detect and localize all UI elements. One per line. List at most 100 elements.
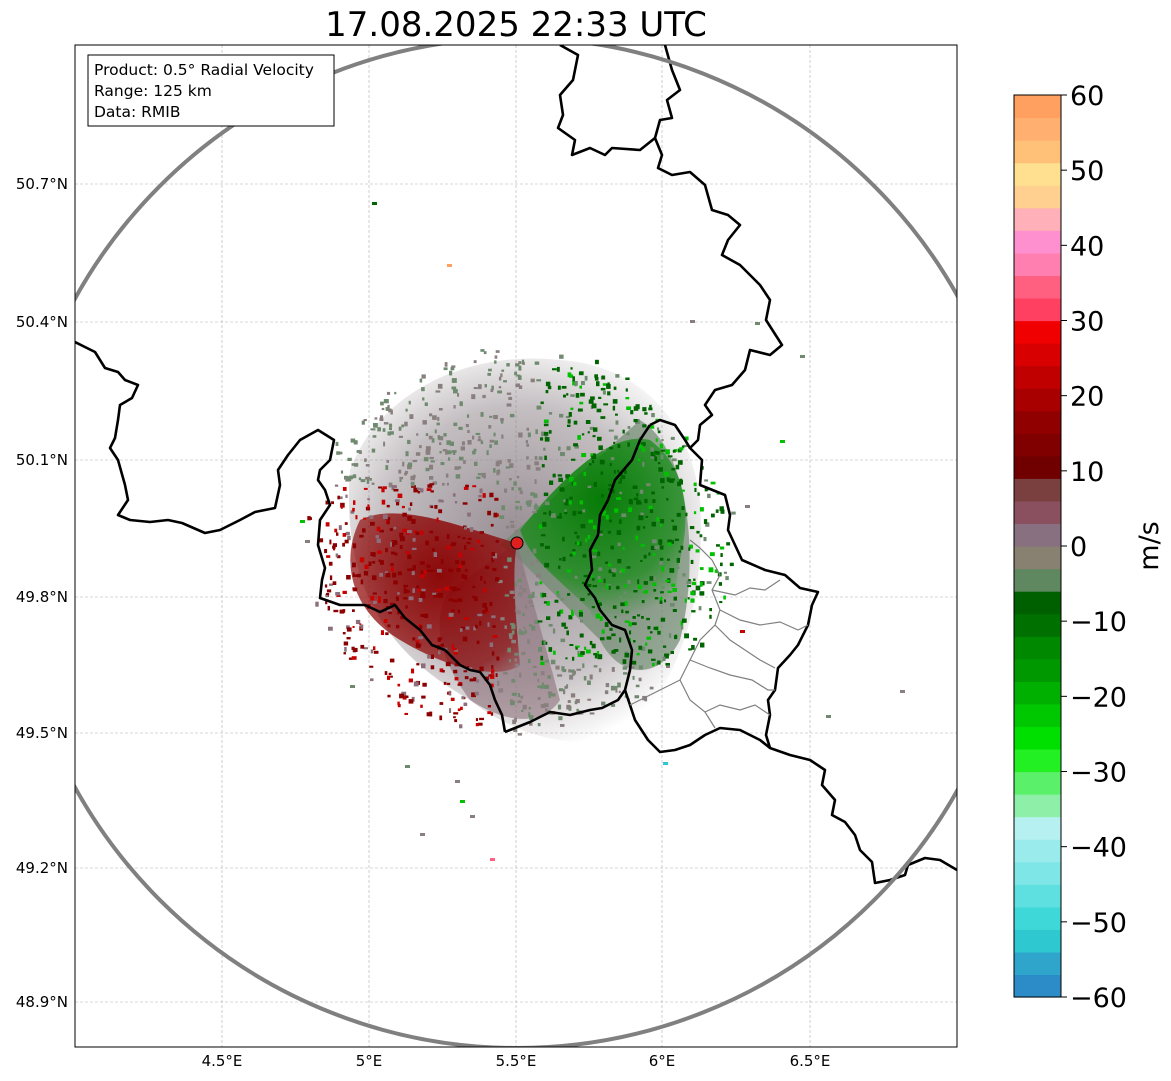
echo-pixel [666,498,669,501]
echo-pixel [558,706,561,710]
echo-pixel [575,647,578,650]
echo-pixel [643,554,647,559]
echo-pixel [411,485,416,488]
echo-pixel [651,413,655,418]
echo-pixel [347,535,351,541]
echo-pixel [622,547,625,550]
echo-pixel [559,487,565,492]
echo-pixel [552,628,556,634]
echo-pixel [726,542,731,546]
echo-pixel [448,457,451,461]
echo-pixel [382,514,388,520]
echo-pixel [409,502,413,506]
echo-pixel [670,436,675,440]
echo-pixel [381,407,385,411]
echo-pixel [638,665,643,670]
echo-pixel [425,467,430,472]
echo-pixel [420,590,425,594]
echo-pixel [400,536,405,542]
echo-pixel [527,432,531,438]
echo-pixel [491,552,495,557]
lat-tick-label: 50.1°N [16,451,68,469]
echo-pixel [699,582,703,587]
echo-pixel [356,450,361,453]
echo-pixel [449,441,454,446]
echo-pixel [661,586,665,589]
echo-pixel [325,593,330,595]
echo-pixel [591,643,596,649]
lat-tick-label: 49.8°N [16,588,68,606]
echo-pixel [328,626,333,631]
echo-pixel [617,542,621,547]
echo-pixel [544,437,550,442]
echo-pixel [657,427,660,431]
echo-pixel [660,524,663,527]
echo-pixel [667,539,672,543]
echo-pixel [695,585,701,591]
echo-pixel [690,598,695,603]
echo-pixel [480,575,483,581]
info-product: Product: 0.5° Radial Velocity [94,61,314,79]
echo-pixel [399,427,402,431]
echo-pixel [566,393,569,396]
echo-pixel [333,547,336,551]
echo-pixel [614,435,618,440]
echo-pixel [689,526,695,530]
info-range: Range: 125 km [94,82,212,100]
echo-pixel [390,409,393,415]
echo-pixel [480,440,484,445]
echo-pixel [500,373,503,378]
echo-pixel [563,394,566,398]
echo-pixel [672,588,677,592]
echo-pixel [641,448,646,452]
echo-pixel [390,675,393,678]
echo-pixel [644,412,648,415]
echo-pixel [528,594,533,599]
echo-pixel [326,555,331,558]
echo-pixel [614,508,619,513]
echo-pixel [472,485,477,488]
echo-pixel [646,483,651,487]
echo-pixel [545,708,548,712]
echo-pixel [441,670,445,673]
echo-pixel [667,590,672,593]
echo-pixel [500,420,504,424]
echo-pixel [446,482,449,486]
echo-pixel [657,430,661,434]
echo-pixel [346,575,351,580]
echo-pixel [420,488,424,493]
echo-pixel [347,457,352,461]
echo-pixel [405,605,408,609]
echo-pixel [596,408,602,413]
echo-pixel [618,690,621,694]
echo-pixel [580,524,586,529]
echo-pixel [446,617,452,620]
echo-pixel [610,545,614,550]
echo-pixel [514,582,517,587]
echo-pixel [408,507,411,511]
echo-pixel [467,440,472,445]
echo-pixel [445,450,448,455]
echo-pixel [567,424,571,427]
echo-pixel [565,474,570,479]
colorbar-swatch [1014,185,1061,209]
echo-pixel [680,625,684,630]
echo-pixel [544,684,550,689]
echo-pixel [606,584,612,588]
echo-pixel [590,453,595,458]
echo-pixel [481,474,485,478]
echo-pixel [609,446,614,450]
echo-pixel [493,512,498,518]
echo-pixel [444,362,448,367]
echo-pixel [401,505,405,509]
echo-pixel [550,513,556,518]
echo-pixel [477,439,482,442]
echo-pixel [548,412,553,415]
echo-pixel [599,459,605,465]
echo-pixel [581,433,585,436]
echo-pixel [375,535,379,539]
echo-pixel [389,528,393,532]
echo-pixel [687,597,690,600]
echo-pixel [655,661,658,666]
